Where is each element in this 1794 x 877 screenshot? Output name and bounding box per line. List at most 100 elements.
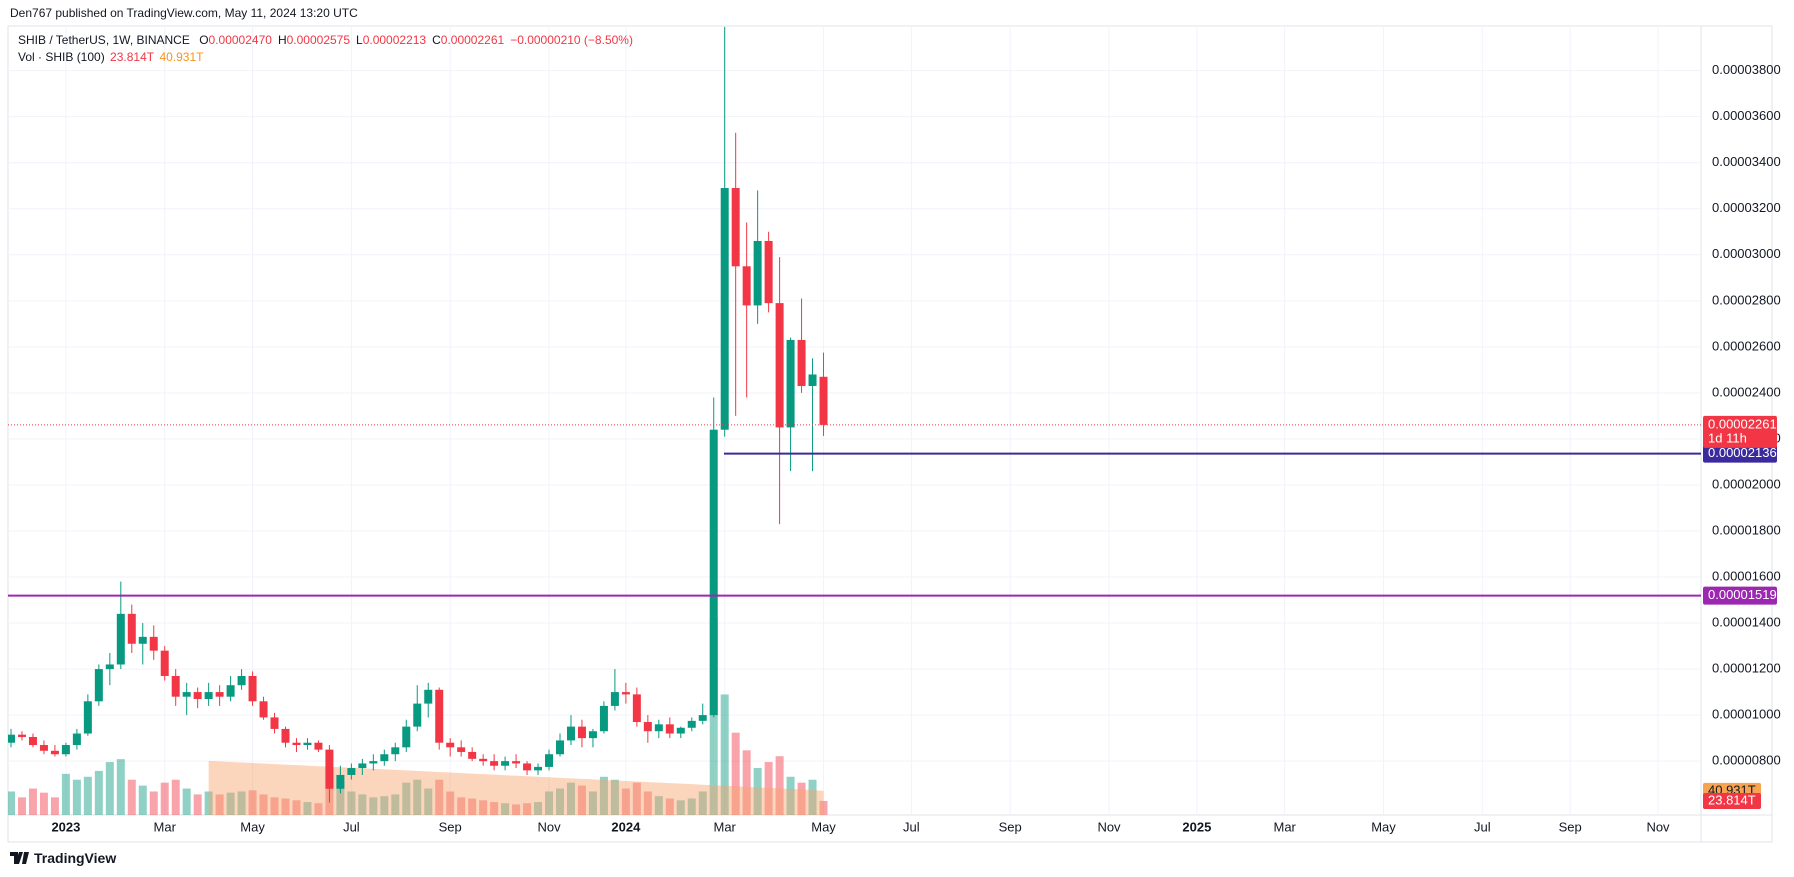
candle-body (138, 636, 147, 644)
volume-bar (237, 791, 246, 815)
volume-bar (753, 767, 762, 815)
y-tick-label: 0.00003800 (1712, 62, 1781, 77)
volume-bar (369, 797, 378, 815)
candle-body (61, 745, 70, 755)
candle-body (786, 339, 795, 428)
volume-bar (138, 785, 147, 815)
x-tick-label: 2023 (51, 819, 80, 834)
volume-bar (654, 796, 663, 815)
volume-bar (391, 794, 400, 815)
candle-body (28, 736, 37, 746)
legend-key: O (199, 33, 209, 47)
volume-bar (764, 762, 773, 815)
volume-bar (94, 770, 103, 815)
volume-bar (545, 791, 554, 815)
x-tick-label: May (811, 819, 836, 834)
volume-bar (402, 782, 411, 815)
y-tick-label: 0.00003600 (1712, 108, 1781, 123)
volume-bar (39, 792, 48, 815)
volume-bar (676, 800, 685, 815)
volume-bar (577, 785, 586, 815)
candle-body (215, 692, 224, 697)
volume-bar (182, 788, 191, 815)
volume-bar (380, 796, 389, 815)
volume-bar (687, 798, 696, 815)
y-tick-label: 0.00003200 (1712, 200, 1781, 215)
volume-bar (149, 791, 158, 815)
y-tick-label: 0.00003000 (1712, 246, 1781, 261)
volume-bar (775, 756, 784, 815)
candle-body (83, 701, 92, 734)
candle-body (336, 774, 345, 789)
candle-body (797, 339, 806, 386)
volume-bar (259, 794, 268, 815)
candle-body (599, 705, 608, 732)
x-tick-label: Nov (537, 819, 561, 834)
volume-bar (270, 797, 279, 815)
candle-body (347, 768, 356, 775)
volume-box (1703, 792, 1761, 809)
volume-bar (610, 779, 619, 815)
candle-body (369, 761, 378, 764)
volume-bar (193, 794, 202, 815)
candle-body (523, 763, 532, 771)
volume-bar (457, 797, 466, 815)
x-tick-label: Nov (1646, 819, 1670, 834)
y-tick-label: 0.00001000 (1712, 707, 1781, 722)
volume-bar (314, 803, 323, 815)
x-tick-label: Mar (1273, 819, 1296, 834)
candle-body (479, 758, 488, 762)
volume-bar (413, 779, 422, 815)
candle-body (72, 733, 81, 746)
candle-body (665, 724, 674, 734)
level-label: 0.00001519 (1708, 587, 1777, 602)
volume-bar (292, 800, 301, 815)
volume-bar (731, 732, 740, 815)
grid (8, 26, 1701, 815)
candle-body (50, 750, 59, 755)
candle-body (127, 613, 136, 644)
y-tick-label: 0.00002000 (1712, 476, 1781, 491)
x-tick-label: 2024 (611, 819, 641, 834)
volume-bar (347, 791, 356, 815)
volume-bar (435, 779, 444, 815)
volume-bar (501, 803, 510, 815)
candle-body (556, 740, 564, 755)
candle-body (742, 266, 751, 306)
candle-body (577, 726, 586, 739)
volume-bar (248, 790, 257, 815)
volume-bar (588, 791, 597, 815)
x-tick-label: Mar (154, 819, 177, 834)
legend-volume: Vol · SHIB (100) 23.814T 40.931T (18, 50, 205, 64)
volume-bar (127, 779, 136, 815)
volume-bar (171, 779, 180, 815)
y-tick-label: 0.00000800 (1712, 753, 1781, 768)
volume-bar (204, 791, 213, 815)
candle-body (534, 766, 543, 771)
countdown: 1d 11h (1708, 430, 1747, 445)
candle-body (391, 747, 400, 755)
candle-body (566, 726, 575, 741)
volume-bar (523, 803, 532, 815)
x-tick-label: Sep (1559, 819, 1582, 834)
volume-bar (61, 773, 70, 815)
current-price-label: 0.00002261 (1708, 416, 1777, 431)
candle-body (402, 726, 411, 748)
candle-body (248, 675, 257, 702)
x-tick-label: 2025 (1182, 819, 1211, 834)
candle-body (654, 724, 663, 732)
candle-body (358, 763, 367, 769)
volume-bar (599, 776, 608, 815)
candle-body (413, 703, 422, 727)
volume-bar (479, 800, 488, 815)
footer: TradingView (10, 850, 116, 866)
volume-bar (665, 798, 674, 815)
volume-ma-value: 40.931T (159, 50, 204, 64)
volume-bar (698, 791, 707, 815)
candle-body (8, 734, 15, 743)
candle-body (182, 692, 191, 697)
volume-bar (116, 759, 125, 815)
candle-body (380, 754, 389, 762)
volume-bar (643, 791, 652, 815)
